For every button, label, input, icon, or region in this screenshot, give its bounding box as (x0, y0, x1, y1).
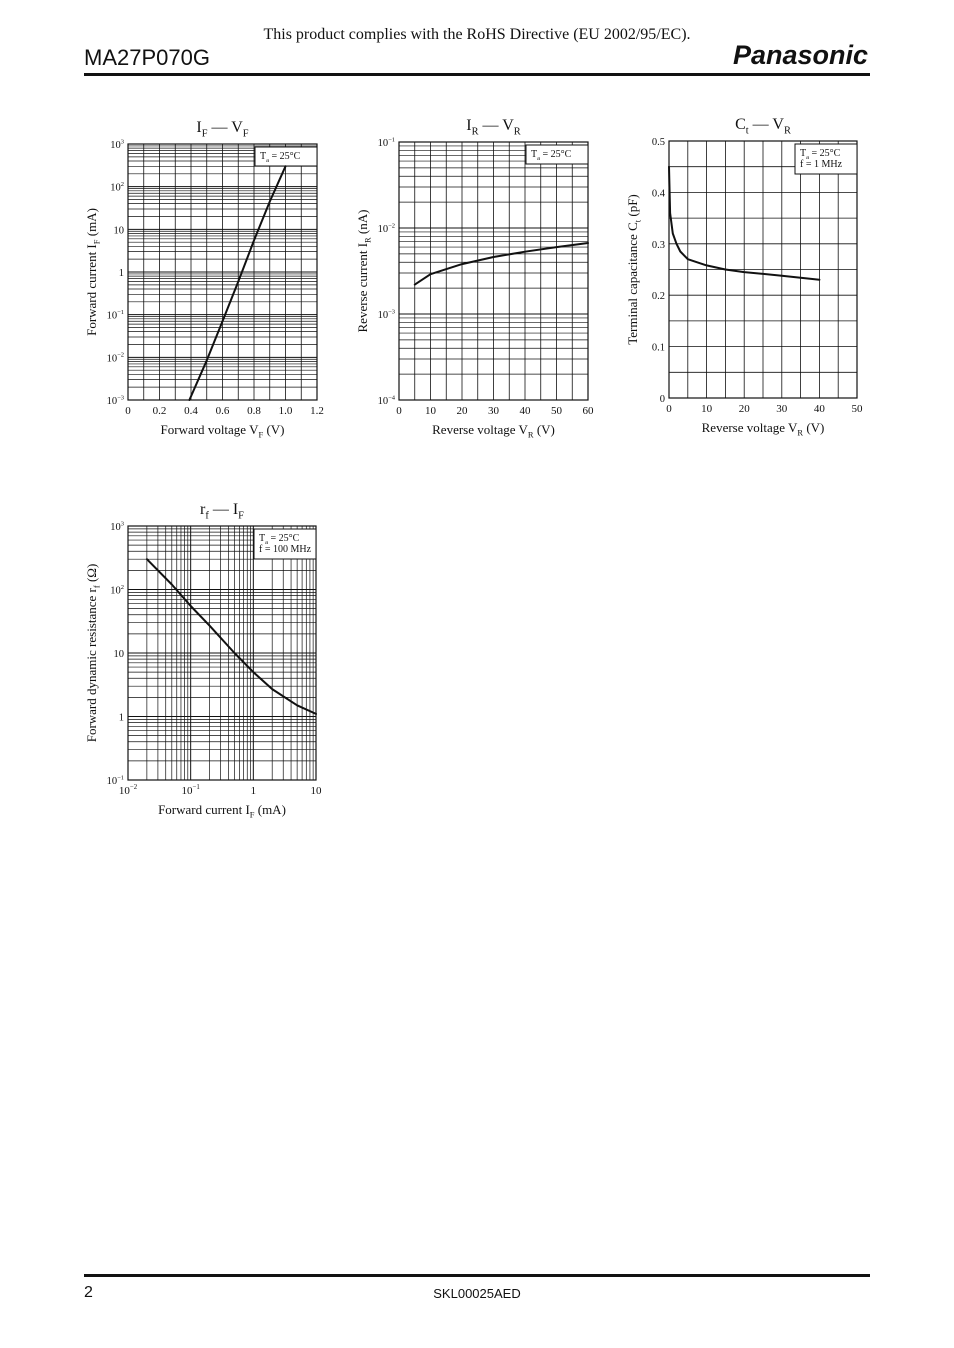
ct-vr-ytick-label: 0.1 (652, 343, 665, 354)
if-vf-ytick-label: 10−1​ (107, 309, 124, 322)
rf-if-legend-box (253, 528, 317, 560)
ir-vr-title: IR​ — VR​ (466, 117, 521, 137)
if-vf-xtick-label: 0.8 (247, 405, 261, 417)
ir-vr-ytick-label: 10−1​ (378, 136, 395, 149)
ir-vr-xlabel: Reverse voltage VR​ (V) (432, 422, 555, 440)
if-vf-ytick-label: 10 (114, 225, 125, 236)
ct-vr-xtick-label: 50 (852, 403, 864, 415)
if-vf-ytick-label: 10−3​ (107, 394, 124, 407)
if-vf-ytick-label: 10−2​ (107, 352, 124, 365)
ir-vr-xtick-label: 10 (425, 405, 437, 417)
if-vf-xtick-label: 0.6 (216, 405, 230, 417)
ct-vr-ylabel: Terminal capacitance Ct​ (pF) (625, 194, 643, 345)
ir-vr-xtick-label: 50 (551, 405, 563, 417)
ct-vr-xtick-label: 40 (814, 403, 826, 415)
rf-if-ylabel: Forward dynamic resistance rf​ (Ω) (84, 564, 102, 743)
header-rule (84, 73, 870, 76)
ct-vr-title: Ct​ — VR​ (735, 116, 791, 136)
if-vf-xtick-label: 0.4 (184, 405, 198, 417)
ir-vr-ylabel: Reverse current IR​ (nA) (355, 210, 373, 333)
ir-vr-svg: IR​ — VR​ 0 10 20 30 40 50 60 10−4​ 10−3​ 10−2​ 10−… (355, 117, 595, 440)
brand-logo-text: Panasonic (733, 40, 868, 70)
chart-rf-if: rf​ — IF​10−2​10−1​11010−1​110102​103​Fo… (70, 486, 340, 826)
ir-vr-ytick-label: 10−3​ (378, 308, 395, 321)
ir-vr-legend-box (525, 144, 589, 165)
if-vf-ytick-label: 103​ (110, 138, 124, 151)
ir-vr-ytick-label: 10−4​ (378, 394, 396, 407)
ct-vr-legend-label: f = 1 MHz (800, 159, 843, 170)
ir-vr-legend-label: Ta​ = 25°C (531, 149, 572, 162)
rf-if-title: rf​ — IF​ (200, 501, 244, 521)
ct-vr-xtick-label: 20 (739, 403, 751, 415)
if-vf-xtick-label: 1.2 (310, 405, 324, 417)
rf-if-xtick-label: 1 (251, 785, 256, 797)
page-number: 2 (84, 1284, 93, 1301)
if-vf-svg: IF​ — VF​ 0 0.2 0.4 0.6 0.8 1.0 1.2 10−3​ 10−2​ 10… (84, 119, 324, 440)
ct-vr-legend-box (794, 143, 858, 175)
if-vf-xtick-label: 0.2 (153, 405, 167, 417)
ir-vr-xtick-label: 0 (396, 405, 402, 417)
footer-rule (84, 1274, 870, 1277)
ct-vr-grid (668, 140, 858, 399)
if-vf-ytick-label: 102​ (110, 181, 124, 194)
brand-logo: Panasonic (733, 40, 868, 70)
rf-if-ytick-label: 102​ (110, 584, 124, 597)
if-vf-xtick-label: 1.0 (279, 405, 293, 417)
ct-vr-xtick-label: 0 (666, 403, 672, 415)
ct-vr-ytick-label: 0.5 (652, 137, 665, 148)
rf-if-curve (145, 558, 317, 715)
rf-if-legend-label: f = 100 MHz (259, 544, 312, 555)
chart-ir-vr: IR​ — VR​ 0 10 20 30 40 50 60 10−4​ 10−3​ 10−2​ 10−… (340, 110, 610, 450)
part-number: MA27P070G (84, 45, 210, 70)
rf-if-xtick-label: 10−2​ (119, 784, 138, 797)
ct-vr-legend-label: Ta​ = 25°C (800, 148, 841, 161)
chart-ct-vr: Ct​ — VR​ 0 10 20 30 40 50 0 0.1 0.2 0.3 0.4 0.5 Reve… (610, 110, 880, 450)
rf-if-grid (127, 526, 316, 781)
ct-vr-ytick-label: 0.4 (652, 188, 666, 199)
ct-vr-svg: Ct​ — VR​ 0 10 20 30 40 50 0 0.1 0.2 0.3 0.4 0.5 Reve… (625, 116, 864, 438)
rf-if-ytick-label: 103​ (110, 520, 124, 533)
ct-vr-ytick-label: 0 (660, 394, 665, 405)
ir-vr-frame (398, 141, 589, 401)
rf-if-xtick-label: 10 (311, 785, 323, 797)
ir-vr-ytick-label: 10−2​ (378, 222, 395, 235)
ir-vr-xtick-label: 60 (583, 405, 595, 417)
rf-if-xtick-label: 10−1​ (182, 784, 200, 797)
rf-if-frame (127, 525, 317, 781)
if-vf-title: IF​ — VF​ (196, 119, 248, 139)
ir-vr-grid (398, 142, 589, 401)
if-vf-frame (127, 143, 318, 401)
rf-if-svg: rf​ — IF​10−2​10−1​11010−1​110102​103​Fo… (84, 501, 323, 820)
ct-vr-ytick-label: 0.2 (652, 291, 665, 302)
ir-vr-curve (413, 242, 589, 286)
ct-vr-ytick-label: 0.3 (652, 240, 665, 251)
if-vf-xtick-label: 0 (125, 405, 131, 417)
rf-if-xlabel: Forward current IF​ (mA) (158, 802, 286, 820)
ir-vr-xtick-label: 20 (457, 405, 469, 417)
if-vf-curve (188, 165, 287, 401)
ct-vr-xtick-label: 30 (776, 403, 788, 415)
rf-if-ytick-label: 10−1​ (107, 774, 124, 787)
rf-if-ytick-label: 1 (119, 713, 124, 724)
ct-vr-xtick-label: 10 (701, 403, 713, 415)
if-vf-ylabel: Forward current IF​ (mA) (84, 208, 102, 336)
chart-if-vf: IF​ — VF​ 0 0.2 0.4 0.6 0.8 1.0 1.2 10−3​ 10−2​ 10… (70, 110, 340, 450)
ir-vr-xtick-label: 30 (488, 405, 500, 417)
ct-vr-curve (668, 165, 821, 281)
if-vf-legend-label: Ta​ = 25°C (260, 151, 301, 164)
if-vf-xlabel: Forward voltage VF​ (V) (161, 422, 285, 440)
if-vf-grid (127, 144, 318, 401)
rf-if-legend-label: Ta​ = 25°C (259, 533, 300, 546)
ir-vr-xtick-label: 40 (520, 405, 532, 417)
if-vf-ytick-label: 1 (119, 268, 124, 279)
rf-if-ytick-label: 10 (114, 649, 125, 660)
ct-vr-frame (668, 140, 858, 399)
rohs-notice: This product complies with the RoHS Dire… (263, 26, 691, 43)
document-code: SKL00025AED (433, 1286, 521, 1301)
ct-vr-xlabel: Reverse voltage VR​ (V) (702, 420, 825, 438)
